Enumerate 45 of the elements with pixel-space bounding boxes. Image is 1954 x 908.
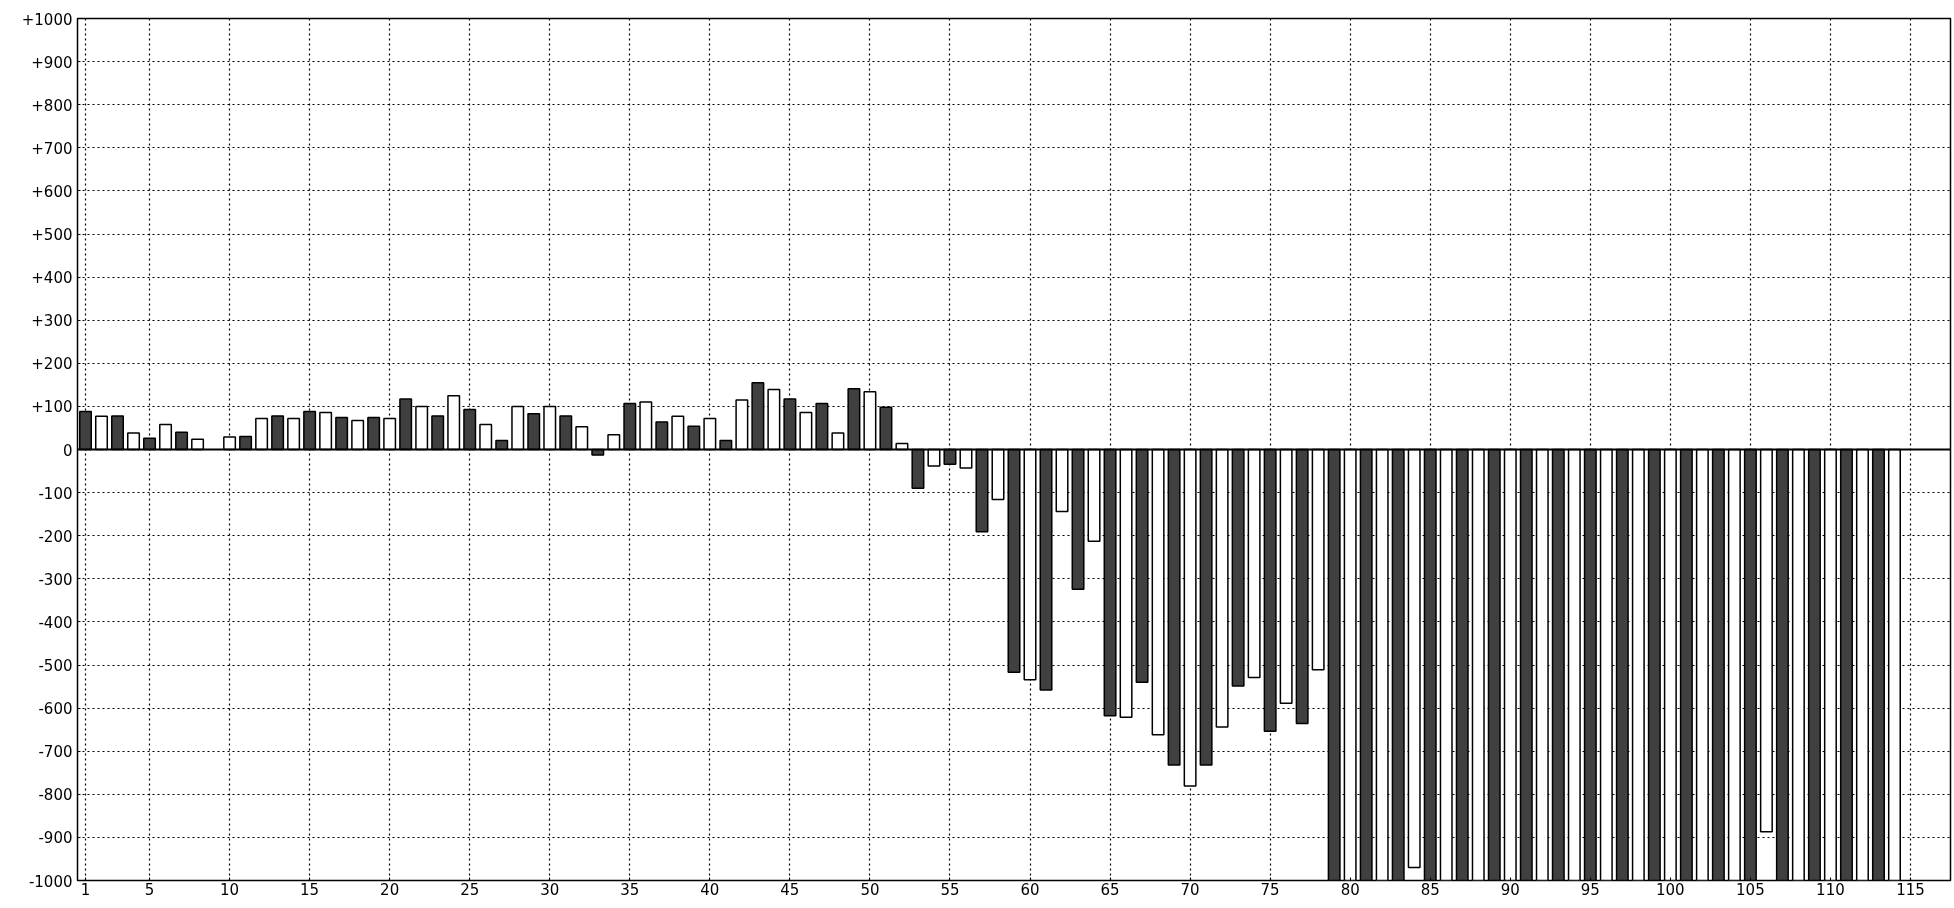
x-tick-label: 60 — [1020, 880, 1040, 899]
y-tick-label: +200 — [31, 355, 73, 374]
x-tick-label: 5 — [144, 880, 155, 899]
y-tick-label: 0 — [62, 441, 73, 460]
x-tick-label: 50 — [860, 880, 880, 899]
x-tick-label: 85 — [1420, 880, 1440, 899]
y-tick-label: +600 — [31, 182, 73, 201]
x-tick-label: 55 — [940, 880, 960, 899]
y-tick-label: -200 — [38, 527, 73, 546]
x-tick-label: 100 — [1656, 880, 1685, 899]
x-tick-label: 80 — [1340, 880, 1360, 899]
x-tick-label: 25 — [460, 880, 480, 899]
y-tick-label: -400 — [38, 613, 73, 632]
x-tick-label: 20 — [380, 880, 400, 899]
x-tick-label: 105 — [1736, 880, 1765, 899]
x-tick-label: 110 — [1816, 880, 1845, 899]
y-tick-label: -600 — [38, 700, 73, 719]
x-tick-label: 35 — [620, 880, 640, 899]
y-tick-label: +100 — [31, 398, 73, 417]
y-tick-label: -100 — [38, 484, 73, 503]
y-tick-label: +500 — [31, 226, 73, 244]
y-tick-label: -700 — [38, 743, 73, 762]
x-tick-label: 65 — [1100, 880, 1120, 899]
y-tick-label: -500 — [38, 657, 73, 675]
x-tick-label: 115 — [1896, 880, 1925, 899]
y-tick-label: +1000 — [21, 10, 73, 29]
x-tick-label: 95 — [1580, 880, 1600, 899]
y-tick-label: +700 — [31, 139, 73, 158]
x-tick-label: 1 — [80, 880, 91, 899]
x-tick-label: 10 — [220, 880, 240, 899]
y-tick-label: -1000 — [28, 872, 73, 891]
y-tick-label: +900 — [31, 53, 73, 72]
y-tick-label: +300 — [31, 312, 73, 331]
x-tick-label: 40 — [700, 880, 720, 899]
y-tick-label: +400 — [31, 269, 73, 288]
y-tick-label: -800 — [38, 786, 73, 805]
x-tick-label: 75 — [1260, 880, 1280, 899]
x-tick-label: 70 — [1180, 880, 1200, 899]
x-tick-label: 45 — [780, 880, 800, 899]
y-tick-label: +800 — [31, 96, 73, 115]
x-tick-label: 90 — [1500, 880, 1520, 899]
y-tick-label: -300 — [38, 570, 73, 589]
y-tick-label: -900 — [38, 829, 73, 848]
x-tick-label: 15 — [300, 880, 320, 899]
x-tick-label: 30 — [540, 880, 560, 899]
